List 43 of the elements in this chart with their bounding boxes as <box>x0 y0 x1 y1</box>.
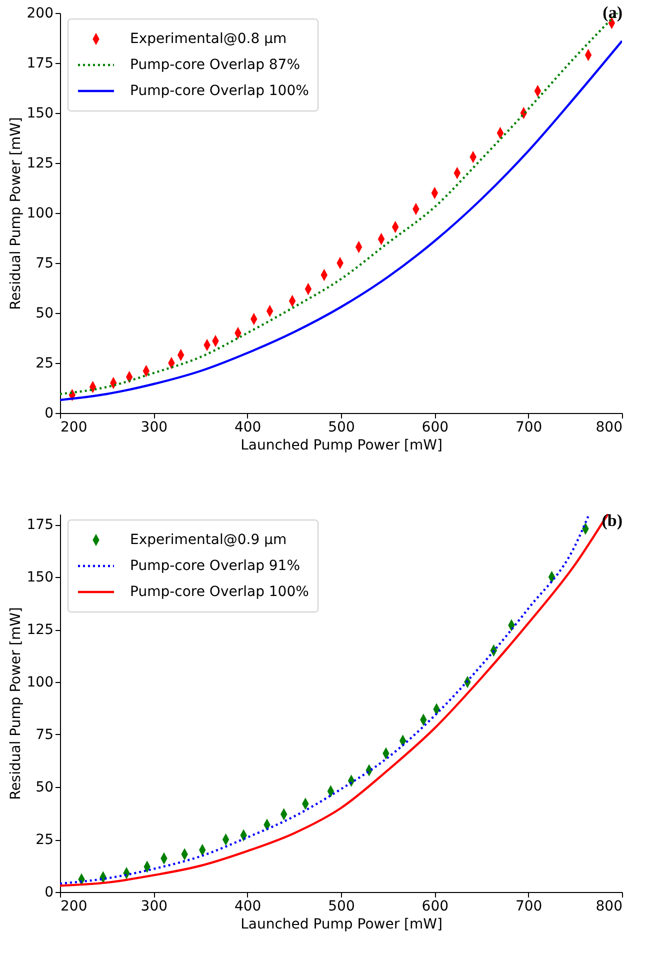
y-tick-label: 125 <box>26 156 54 172</box>
y-tick-label: 175 <box>26 517 54 533</box>
y-tick-label: 0 <box>44 406 54 422</box>
y-tick-label: 175 <box>26 56 54 72</box>
x-tick-label: 300 <box>140 420 168 436</box>
x-tick-label: 800 <box>596 420 622 436</box>
y-tick-label: 75 <box>36 727 54 743</box>
legend-label: Pump-core Overlap 100% <box>130 83 309 99</box>
y-tick-label: 200 <box>26 6 54 22</box>
x-axis-title: Launched Pump Power [mW] <box>240 916 442 932</box>
y-tick-label: 125 <box>26 622 54 638</box>
y-tick-label: 100 <box>26 206 54 222</box>
legend-label: Experimental@0.8 µm <box>130 31 287 47</box>
y-tick-label: 150 <box>26 570 54 586</box>
y-tick-label: 150 <box>26 106 54 122</box>
legend-label: Pump-core Overlap 91% <box>130 558 300 574</box>
x-tick-label: 300 <box>140 898 168 914</box>
x-tick-label: 800 <box>596 898 622 914</box>
x-tick-label: 200 <box>60 420 88 436</box>
x-tick-label: 700 <box>515 898 542 914</box>
chart-title: (a) <box>602 3 622 22</box>
y-axis-title: Residual Pump Power [mW] <box>8 607 24 800</box>
y-tick-label: 25 <box>36 356 54 372</box>
x-tick-label: 400 <box>234 420 262 436</box>
x-tick-label: 200 <box>60 898 88 914</box>
x-tick-label: 500 <box>328 898 355 914</box>
y-tick-label: 25 <box>36 832 54 848</box>
chart-title: (b) <box>602 511 622 530</box>
y-tick-label: 75 <box>36 256 54 272</box>
x-tick-label: 700 <box>515 420 542 436</box>
y-axis-title: Residual Pump Power [mW] <box>8 117 24 310</box>
y-tick-label: 50 <box>36 780 54 796</box>
x-tick-label: 400 <box>234 898 262 914</box>
x-tick-label: 600 <box>422 898 449 914</box>
y-tick-label: 100 <box>26 674 54 690</box>
x-tick-label: 500 <box>328 420 355 436</box>
y-tick-label: 50 <box>36 306 54 322</box>
legend-label: Experimental@0.9 µm <box>130 532 287 548</box>
legend-label: Pump-core Overlap 100% <box>130 584 309 600</box>
x-tick-label: 600 <box>422 420 449 436</box>
y-tick-label: 0 <box>44 884 54 900</box>
x-axis-title: Launched Pump Power [mW] <box>240 438 442 454</box>
legend-label: Pump-core Overlap 87% <box>130 57 300 73</box>
